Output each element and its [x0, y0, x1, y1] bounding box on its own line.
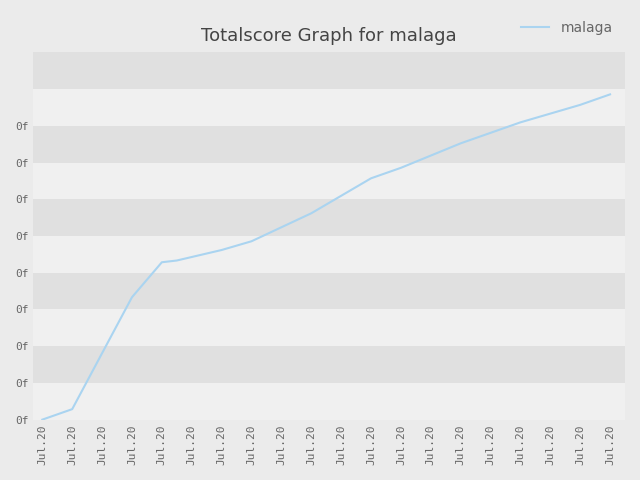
Bar	[33, 126, 625, 163]
malaga	[218, 247, 225, 253]
Bar	[33, 89, 625, 126]
malaga	[188, 254, 196, 260]
Bar	[33, 346, 625, 383]
malaga	[307, 210, 315, 216]
Line: malaga: malaga	[42, 95, 610, 420]
Title: Totalscore Graph for malaga: Totalscore Graph for malaga	[202, 27, 457, 45]
malaga	[577, 102, 584, 108]
Bar	[33, 273, 625, 310]
malaga	[516, 120, 524, 125]
malaga	[248, 239, 255, 244]
malaga	[486, 130, 494, 136]
Bar	[33, 383, 625, 420]
malaga	[337, 193, 345, 199]
malaga	[457, 141, 465, 146]
Bar	[33, 310, 625, 346]
malaga	[606, 92, 614, 97]
Bar	[33, 163, 625, 199]
Bar	[33, 52, 625, 89]
malaga	[427, 153, 435, 158]
malaga	[173, 258, 180, 264]
Legend: malaga: malaga	[516, 15, 618, 40]
Bar	[33, 199, 625, 236]
malaga	[278, 224, 285, 230]
malaga	[158, 259, 166, 265]
malaga	[547, 111, 554, 117]
Bar	[33, 236, 625, 273]
malaga	[68, 406, 76, 412]
malaga	[38, 417, 46, 422]
malaga	[128, 294, 136, 300]
malaga	[367, 175, 375, 181]
malaga	[397, 165, 404, 171]
